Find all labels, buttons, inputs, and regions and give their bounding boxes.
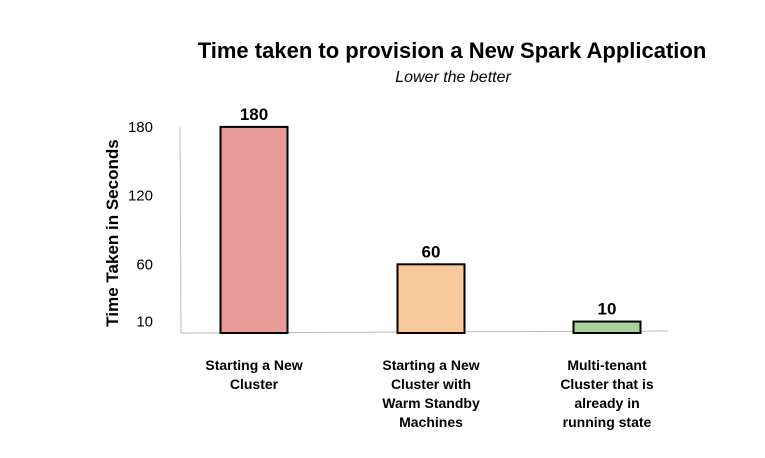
chart-title: Time taken to provision a New Spark Appl… [198,38,707,63]
y-axis-label: Time Taken in Seconds [103,139,122,326]
value-labels: 180 60 10 [240,105,617,319]
y-axis-ticks: 10 60 120 180 [128,119,153,331]
bar [396,263,466,334]
bar-value-label: 60 [422,242,441,261]
x-category-label: Multi-tenant Cluster that is already in run… [560,357,654,430]
category-labels: Starting a New Cluster Starting a New Clust… [205,357,654,430]
bar [572,320,642,334]
bars [219,125,642,335]
x-category-label: Starting a New Cluster with Warm Standby Ma… [382,357,480,430]
y-tick-label: 60 [136,256,153,273]
y-tick-label: 10 [136,314,153,331]
bar-value-label: 10 [598,300,617,319]
x-category-label: Starting a New Cluster [205,357,302,392]
bar-value-label: 180 [240,105,268,124]
chart-subtitle: Lower the better [395,69,511,86]
y-tick-label: 180 [128,119,153,136]
y-axis-line [179,126,182,334]
bar [219,125,289,335]
y-tick-label: 120 [128,188,153,205]
